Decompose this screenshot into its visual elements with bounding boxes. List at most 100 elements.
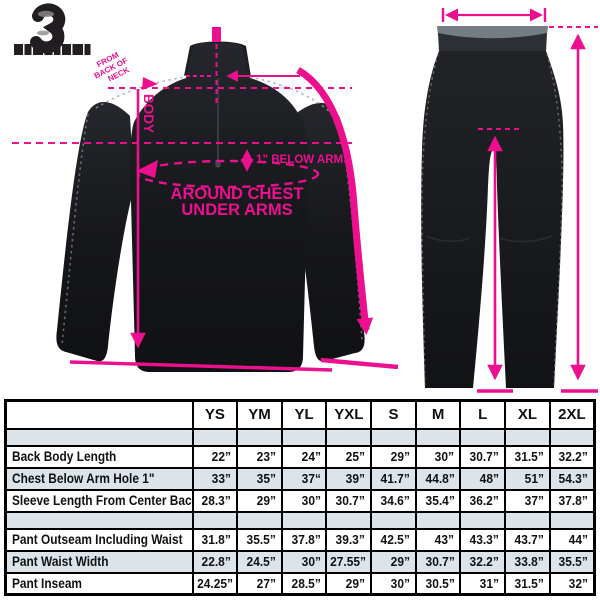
- spacer-row: [4, 510, 596, 530]
- size-value-cell: [414, 427, 462, 447]
- size-value-cell: 37”: [504, 488, 551, 513]
- column-header: S: [370, 399, 417, 430]
- size-value-cell: 31.8”: [191, 527, 239, 552]
- size-value-cell: 27.55”: [325, 549, 373, 574]
- size-table-header-row: YS YM YL YXL S M L XL 2XL: [4, 399, 596, 430]
- column-header: L: [459, 399, 507, 430]
- size-value-cell: 30.7”: [325, 488, 373, 513]
- size-value-cell: 33”: [191, 466, 239, 491]
- size-value-cell: 36.2”: [459, 488, 507, 513]
- brand-logo: [14, 3, 91, 55]
- size-table: YS YM YL YXL S M L XL 2XL Back Body Length 22” 23”…: [4, 399, 596, 596]
- column-header: XL: [504, 399, 551, 430]
- size-value-cell: 41.7”: [370, 466, 417, 491]
- size-value-cell: 31”: [459, 571, 507, 596]
- size-value-cell: 44”: [548, 527, 596, 552]
- size-value-cell: [191, 427, 239, 447]
- table-row: Chest Below Arm Hole 1" 33” 35” 37“ 39” 41.7”…: [4, 466, 596, 491]
- size-value-cell: 30”: [414, 444, 462, 469]
- size-value-cell: 31.5”: [504, 444, 551, 469]
- chest-ellipse-icon: [136, 159, 320, 189]
- size-value-cell: 42.5”: [370, 527, 417, 552]
- column-header: M: [414, 399, 462, 430]
- size-value-cell: 51”: [504, 466, 551, 491]
- column-header: YS: [191, 399, 239, 430]
- row-label: Chest Below Arm Hole 1": [4, 466, 194, 491]
- row-label: Pant Inseam: [4, 571, 194, 596]
- size-value-cell: 35.5”: [236, 527, 283, 552]
- size-value-cell: [459, 510, 507, 530]
- size-value-cell: [280, 510, 328, 530]
- column-header: 2XL: [548, 399, 596, 430]
- size-value-cell: 29”: [370, 549, 417, 574]
- cuff-line-icon: [320, 357, 399, 370]
- sleeve-length-band-icon: [296, 66, 374, 336]
- table-row: Pant Waist Width 22.8” 24.5” 30” 27.55” 29” 30…: [4, 549, 596, 574]
- row-label: Back Body Length: [4, 444, 194, 469]
- row-label: [4, 427, 194, 447]
- below-arms-label: 1” BELOW ARMS: [256, 154, 351, 166]
- size-value-cell: 44.8”: [414, 466, 462, 491]
- size-value-cell: [414, 510, 462, 530]
- pants-annotations: [441, 8, 598, 393]
- size-value-cell: [459, 427, 507, 447]
- size-value-cell: 30.7”: [459, 444, 507, 469]
- table-row: Back Body Length 22” 23” 24” 25” 29” 30” 30.7” 3…: [4, 444, 596, 469]
- size-value-cell: 54.3”: [548, 466, 596, 491]
- row-label: Pant Waist Width: [4, 549, 194, 574]
- center-back-tick-icon: [212, 27, 221, 42]
- size-value-cell: 29”: [236, 488, 283, 513]
- size-value-cell: 32.2”: [459, 549, 507, 574]
- pants-image: [421, 26, 564, 388]
- size-value-cell: 22.8”: [191, 549, 239, 574]
- size-value-cell: 48”: [459, 466, 507, 491]
- spacer-row: [4, 427, 596, 447]
- size-value-cell: 35.4”: [414, 488, 462, 513]
- size-value-cell: 30”: [280, 549, 328, 574]
- size-value-cell: 30.5”: [414, 571, 462, 596]
- size-value-cell: 27”: [236, 571, 283, 596]
- size-value-cell: 30.7”: [414, 549, 462, 574]
- size-value-cell: 24.25”: [191, 571, 239, 596]
- body-length-label: BODY: [141, 94, 156, 133]
- size-value-cell: 28.5”: [280, 571, 328, 596]
- size-value-cell: [325, 510, 373, 530]
- size-value-cell: 33.8”: [504, 549, 551, 574]
- neck-note-arrow-icon: [142, 77, 158, 90]
- size-value-cell: [325, 427, 373, 447]
- size-value-cell: [504, 510, 551, 530]
- size-value-cell: 24.5”: [236, 549, 283, 574]
- mascot-logo-icon: [30, 3, 66, 54]
- size-value-cell: 24”: [280, 444, 328, 469]
- around-chest-label-line1: AROUND CHEST: [171, 185, 304, 203]
- size-value-cell: 32.2”: [548, 444, 596, 469]
- table-row: Sleeve Length From Center Back 28.3” 29” 30…: [4, 488, 596, 513]
- jacket-annotations: [12, 27, 399, 372]
- size-table-body: Back Body Length 22” 23” 24” 25” 29” 30” 30.7” 3…: [4, 427, 596, 596]
- around-chest-label-line2: UNDER ARMS: [181, 201, 292, 219]
- size-value-cell: [548, 427, 596, 447]
- size-value-cell: [370, 510, 417, 530]
- size-value-cell: 28.3”: [191, 488, 239, 513]
- size-value-cell: 35”: [236, 466, 283, 491]
- size-value-cell: 30”: [370, 571, 417, 596]
- chest-arrow-icon: [136, 160, 158, 178]
- size-value-cell: [548, 510, 596, 530]
- size-value-cell: 22”: [191, 444, 239, 469]
- size-value-cell: 43”: [414, 527, 462, 552]
- column-header: YM: [236, 399, 283, 430]
- size-value-cell: [191, 510, 239, 530]
- size-value-cell: [504, 427, 551, 447]
- size-value-cell: 31.5”: [504, 571, 551, 596]
- corner-cell: [4, 399, 194, 430]
- row-label: Sleeve Length From Center Back: [4, 488, 194, 513]
- table-row: Pant Outseam Including Waist 31.8” 35.5” 37…: [4, 527, 596, 552]
- size-value-cell: 37.8”: [280, 527, 328, 552]
- size-value-cell: 43.7”: [504, 527, 551, 552]
- size-value-cell: [280, 427, 328, 447]
- size-value-cell: 43.3”: [459, 527, 507, 552]
- column-header: YXL: [325, 399, 373, 430]
- size-value-cell: 37“: [280, 466, 328, 491]
- hem-line-icon: [69, 360, 333, 372]
- row-label: [4, 510, 194, 530]
